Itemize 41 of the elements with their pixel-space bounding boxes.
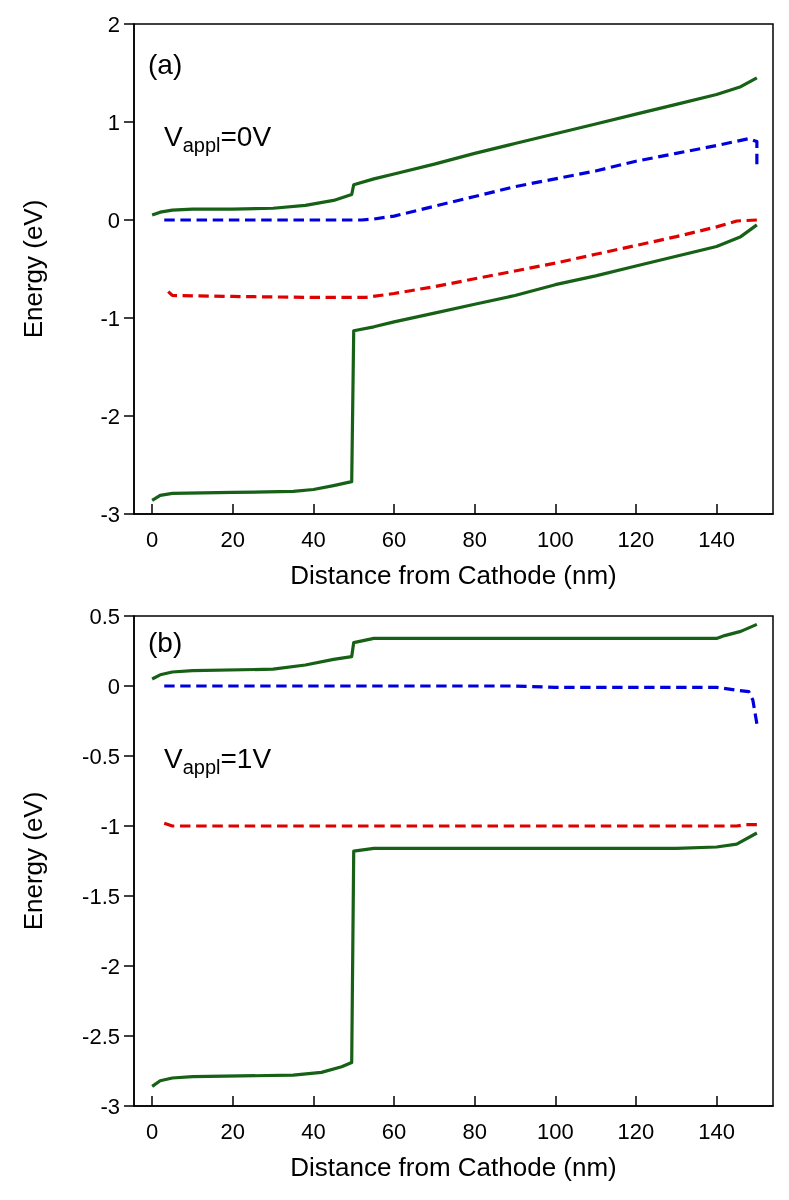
x-tick-label: 80 xyxy=(462,526,487,552)
y-tick-label: -3 xyxy=(100,501,120,527)
x-tick-label: 100 xyxy=(536,1118,574,1144)
y-tick-label: -2.5 xyxy=(82,1023,120,1049)
x-tick-label: 0 xyxy=(146,1118,159,1144)
y-tick-label: -1 xyxy=(100,813,120,839)
y-axis-title: Energy (eV) xyxy=(18,791,48,931)
x-axis-title: Distance from Cathode (nm) xyxy=(290,560,617,590)
y-tick-label: -3 xyxy=(100,1093,120,1119)
x-tick-label: 120 xyxy=(617,1118,655,1144)
x-tick-label: 100 xyxy=(536,526,574,552)
y-tick-label: -0.5 xyxy=(82,743,120,769)
y-axis-title: Energy (eV) xyxy=(18,199,48,339)
line-series xyxy=(162,684,759,726)
y-tick-label: -2 xyxy=(100,403,120,429)
line-series xyxy=(150,223,759,502)
y-tick-label: -1.5 xyxy=(82,883,120,909)
y-tick-label: 0 xyxy=(107,673,120,699)
y-tick-label: -2 xyxy=(100,953,120,979)
x-tick-label: 20 xyxy=(220,526,246,552)
x-tick-label: 40 xyxy=(301,1118,326,1144)
x-tick-label: 140 xyxy=(698,1118,735,1144)
y-tick-label: 0 xyxy=(107,207,120,233)
x-tick-label: 80 xyxy=(462,1118,487,1144)
x-tick-label: 60 xyxy=(381,526,407,552)
x-tick-label: 140 xyxy=(698,526,735,552)
x-tick-label: 20 xyxy=(220,1118,246,1144)
x-axis-title: Distance from Cathode (nm) xyxy=(290,1152,617,1182)
y-tick-label: 1 xyxy=(107,109,120,135)
x-tick-label: 60 xyxy=(381,1118,407,1144)
y-tick-label: -1 xyxy=(100,305,120,331)
line-series xyxy=(150,831,759,1088)
x-tick-label: 120 xyxy=(617,526,655,552)
line-series xyxy=(166,218,759,300)
line-series xyxy=(150,622,759,681)
y-tick-label: 2 xyxy=(107,11,120,37)
x-tick-label: 40 xyxy=(301,526,326,552)
annotation: (b) xyxy=(148,626,183,658)
x-tick-label: 0 xyxy=(146,526,159,552)
annotation: (a) xyxy=(148,48,183,80)
y-tick-label: 0.5 xyxy=(89,603,120,629)
